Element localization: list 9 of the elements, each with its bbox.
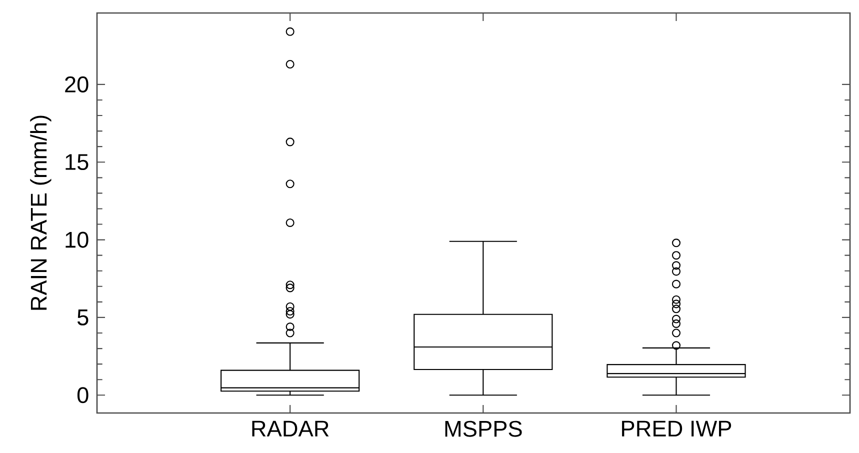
x-tick-label: RADAR bbox=[252, 420, 329, 436]
y-tick-label: 15 bbox=[66, 154, 88, 170]
y-axis-title: RAIN RATE (mm/h) bbox=[30, 116, 52, 310]
y-tick-label: 5 bbox=[77, 310, 88, 326]
y-tick-label: 0 bbox=[77, 387, 88, 404]
x-tick-label: PRED IWP bbox=[622, 420, 732, 436]
y-tick-label: 20 bbox=[65, 76, 88, 92]
y-tick-label: 10 bbox=[66, 232, 88, 248]
x-tick-label: MSPPS bbox=[445, 420, 522, 437]
